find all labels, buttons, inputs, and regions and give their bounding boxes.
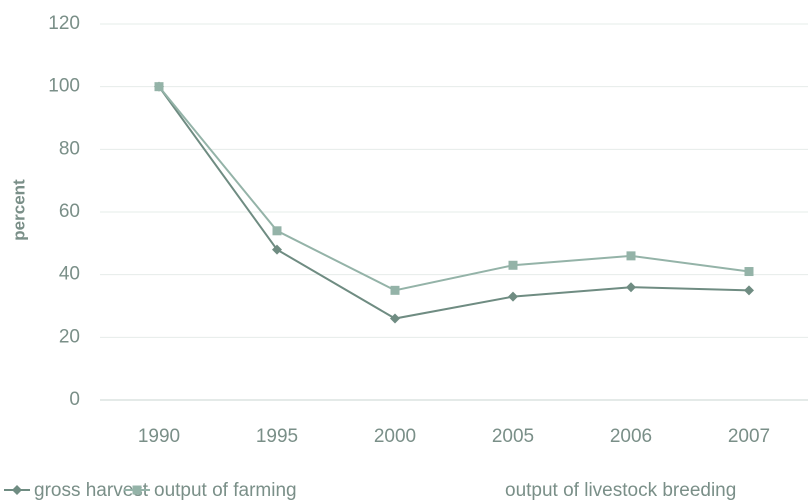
diamond-marker — [272, 244, 282, 255]
x-tick-label: 2007 — [728, 426, 770, 447]
x-tick-label: 2000 — [374, 426, 416, 447]
y-tick-label: 100 — [48, 76, 80, 97]
y-tick-label: 60 — [59, 201, 80, 222]
diamond-marker — [626, 282, 636, 293]
square-marker — [132, 485, 142, 495]
x-tick-label: 2006 — [610, 426, 652, 447]
diamond-marker — [744, 285, 754, 296]
square-marker — [390, 285, 400, 295]
y-tick-label: 120 — [48, 13, 80, 34]
y-tick-label: 80 — [59, 138, 80, 159]
legend-label: output of farming — [154, 480, 297, 501]
y-tick-label: 40 — [59, 264, 80, 285]
x-tick-label: 1990 — [138, 426, 180, 447]
square-marker — [508, 260, 518, 270]
legend-label: gross harvest — [34, 480, 149, 501]
diamond-marker — [12, 485, 22, 495]
legend-label: output of livestock breeding — [505, 480, 736, 501]
diamond-marker — [508, 291, 518, 302]
series-line — [158, 86, 750, 320]
x-tick-label: 2005 — [492, 426, 534, 447]
x-tick-label: 1995 — [256, 426, 298, 447]
y-tick-label: 0 — [69, 389, 80, 410]
y-tick-label: 20 — [59, 326, 80, 347]
square-marker — [626, 251, 636, 261]
y-axis-label: percent — [9, 179, 28, 241]
square-marker — [154, 82, 164, 92]
series-line — [158, 86, 750, 292]
square-marker — [272, 226, 282, 236]
square-marker — [744, 267, 754, 277]
diamond-marker — [390, 313, 400, 324]
